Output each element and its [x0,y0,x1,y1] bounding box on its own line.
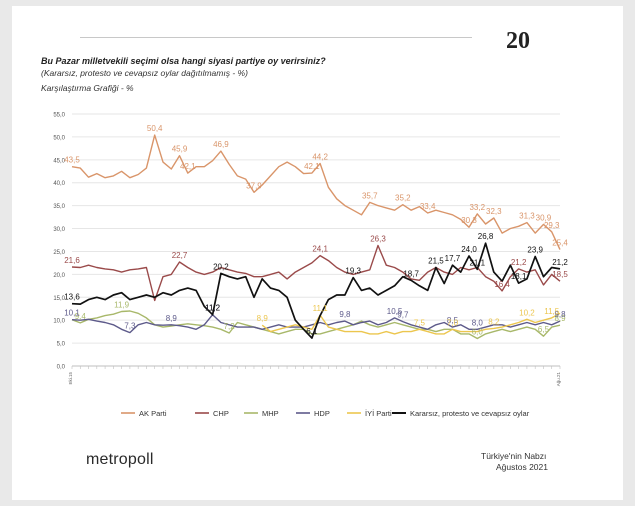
survey-subquestion: (Kararsız, protesto ve cevapsız oylar da… [41,68,248,78]
data-label: 11,1 [313,304,329,313]
data-label: 17,7 [445,254,461,263]
data-label: 44,2 [312,152,328,161]
data-label: 9,8 [554,310,566,319]
legend-label: Kararsız, protesto ve cevapsız oylar [410,409,530,418]
data-label: 6,1 [306,327,318,336]
data-label: 42,1 [180,162,196,171]
x-tick-label: Eki.15 [68,372,73,385]
data-label: 50,4 [147,124,163,133]
data-label: 31,3 [519,212,535,221]
chart-caption: Karşılaştırma Grafiği - % [41,83,134,93]
data-label: 21,1 [469,258,485,267]
data-label: 11,2 [205,304,221,313]
data-label: 8,2 [488,317,500,326]
series-line [71,244,561,302]
data-label: 8,9 [554,314,566,323]
data-label: 26,8 [478,232,494,241]
y-tick-label: 0,0 [57,365,66,371]
data-label: 33,4 [420,202,436,211]
data-label: 13,6 [64,293,80,302]
data-label: 42,1 [304,162,320,171]
data-label: 43,5 [64,156,80,165]
data-label: 33,2 [469,203,485,212]
source-date: Ağustos 2021 [496,462,548,472]
data-label: 23,9 [527,245,543,254]
y-tick-label: 10,0 [53,319,65,325]
legend-label: HDP [314,409,330,418]
data-label: 11,9 [114,300,130,309]
y-tick-label: 20,0 [53,273,65,279]
y-tick-label: 45,0 [53,158,65,164]
data-label: 8,0 [472,318,484,327]
data-label: 21,5 [428,256,444,265]
data-label: 37,9 [246,181,262,190]
data-label: 18,1 [511,272,527,281]
y-tick-label: 55,0 [53,113,65,119]
data-label: 9,8 [339,310,351,319]
data-label: 10,5 [387,307,403,316]
data-label: 7,3 [124,322,136,331]
data-label: 35,7 [362,191,378,200]
y-tick-label: 30,0 [53,227,65,233]
data-label: 6,0 [472,328,484,337]
page-number: 20 [506,28,530,54]
survey-question: Bu Pazar milletvekili seçimi olsa hangi … [41,56,326,66]
data-label: 11,2 [205,304,221,313]
report-card [12,6,623,500]
legend-label: İYİ Parti [365,409,392,418]
data-label: 7,2 [224,322,236,331]
data-label: 9,4 [75,312,87,321]
metropoll-logo: metropoll [86,451,154,468]
y-tick-label: 40,0 [53,181,65,187]
source-title: Türkiye'nin Nabzı [481,451,547,461]
data-label: 7,5 [414,318,426,327]
series-line [261,312,561,335]
series-line [71,134,561,250]
data-label: 8,5 [447,316,459,325]
series-line [71,310,561,340]
data-label: 26,3 [370,234,386,243]
data-label: 7,0 [447,318,459,327]
data-label: 16,4 [494,280,510,289]
data-label: 24,1 [312,245,328,254]
data-label: 10,1 [64,309,80,318]
data-label: 18,7 [403,269,419,278]
data-label: 8,9 [257,314,269,323]
data-label: 19,3 [345,267,361,276]
data-label: 30,3 [461,216,477,225]
legend-label: AK Parti [139,409,167,418]
data-label: 45,9 [172,145,188,154]
y-tick-label: 50,0 [53,135,65,141]
y-tick-label: 35,0 [53,204,65,210]
data-label: 46,9 [213,140,229,149]
data-label: 22,7 [172,251,188,260]
header-rule [80,37,472,38]
legend-label: MHP [262,409,279,418]
legend-label: CHP [213,409,229,418]
data-label: 9,7 [397,311,409,320]
data-label: 25,4 [552,239,568,248]
series-line [71,314,561,334]
y-tick-label: 15,0 [53,296,65,302]
data-label: 29,3 [544,221,560,230]
data-label: 11,5 [544,307,560,316]
data-label: 8,9 [166,314,178,323]
data-label: 32,3 [486,207,502,216]
data-label: 10,2 [519,308,535,317]
x-tick-label: Ağu.21 [556,372,561,387]
data-label: 24,0 [461,245,477,254]
data-label: 6,5 [538,325,550,334]
data-label: 21,2 [511,258,527,267]
data-label: 18,5 [552,270,568,279]
data-label: 30,9 [536,213,552,222]
data-label: 21,2 [552,258,568,267]
data-label: 35,2 [395,194,411,203]
y-tick-label: 5,0 [57,342,66,348]
data-label: 20,2 [213,262,229,271]
data-label: 21,6 [64,256,80,265]
series-line [71,242,561,339]
y-tick-label: 25,0 [53,250,65,256]
